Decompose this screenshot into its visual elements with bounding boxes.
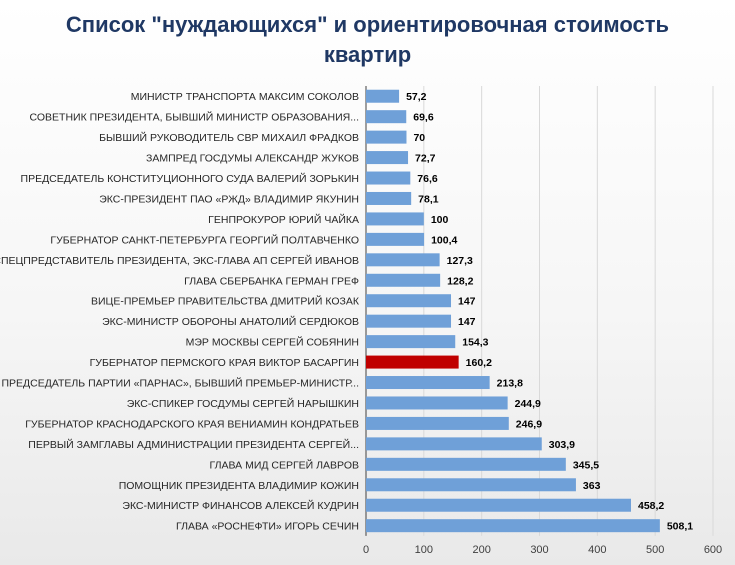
bar xyxy=(366,335,456,349)
category-label: ГЛАВА СБЕРБАНКА ГЕРМАН ГРЕФ xyxy=(184,275,359,287)
data-label: 154,3 xyxy=(462,337,488,349)
bar xyxy=(366,314,452,328)
data-label: 363 xyxy=(583,480,601,492)
category-label: МИНИСТР ТРАНСПОРТА МАКСИМ СОКОЛОВ xyxy=(131,91,359,103)
bar xyxy=(366,253,440,267)
category-label: ЭКС-МИНИСТР ФИНАНСОВ АЛЕКСЕЙ КУДРИН xyxy=(122,499,359,512)
bar xyxy=(366,396,508,410)
bar xyxy=(366,478,576,492)
bar xyxy=(366,416,509,430)
data-label: 244,9 xyxy=(515,398,541,410)
bar xyxy=(366,519,660,533)
category-label: ЭКС-МИНИСТР ОБОРОНЫ АНАТОЛИЙ СЕРДЮКОВ xyxy=(102,315,359,328)
category-label: СПЕЦПРЕДСТАВИТЕЛЬ ПРЕЗИДЕНТА, ЭКС-ГЛАВА … xyxy=(0,254,359,267)
bar xyxy=(366,232,425,246)
x-tick-label: 500 xyxy=(646,544,664,556)
data-label: 57,2 xyxy=(406,91,427,103)
data-label: 100,4 xyxy=(431,234,457,246)
data-label: 303,9 xyxy=(549,439,575,451)
category-label: ПЕРВЫЙ ЗАМГЛАВЫ АДМИНИСТРАЦИИ ПРЕЗИДЕНТА… xyxy=(28,438,359,451)
data-label: 128,2 xyxy=(447,275,473,287)
category-label: ЗАМПРЕД ГОСДУМЫ АЛЕКСАНДР ЖУКОВ xyxy=(146,153,359,165)
data-label: 345,5 xyxy=(573,459,599,471)
bar xyxy=(366,294,452,308)
bar xyxy=(366,89,400,103)
bar xyxy=(366,212,424,226)
data-label: 160,2 xyxy=(466,357,492,369)
data-label: 147 xyxy=(458,296,476,308)
category-label: МЭР МОСКВЫ СЕРГЕЙ СОБЯНИН xyxy=(186,336,359,349)
category-label: ГЕНПРОКУРОР ЮРИЙ ЧАЙКА xyxy=(208,213,359,226)
chart-title-line-1: Список "нуждающихся" и ориентировочная с… xyxy=(65,12,670,37)
bar xyxy=(366,457,566,471)
x-tick-label: 100 xyxy=(415,544,433,556)
data-label: 127,3 xyxy=(447,255,473,267)
category-label: СОВЕТНИК ПРЕЗИДЕНТА, БЫВШИЙ МИНИСТР ОБРА… xyxy=(30,111,360,124)
data-label: 70 xyxy=(413,132,425,144)
category-label: ГУБЕРНАТОР КРАСНОДАРСКОГО КРАЯ ВЕНИАМИН … xyxy=(25,418,359,430)
category-label: ПРЕДСЕДАТЕЛЬ КОНСТИТУЦИОННОГО СУДА ВАЛЕР… xyxy=(21,172,359,185)
category-label: ГУБЕРНАТОР САНКТ-ПЕТЕРБУРГА ГЕОРГИЙ ПОЛТ… xyxy=(50,233,359,246)
data-label: 246,9 xyxy=(516,418,542,430)
bar xyxy=(366,498,631,512)
category-label: ГЛАВА «РОСНЕФТИ» ИГОРЬ СЕЧИН xyxy=(176,521,359,533)
category-label: ЭКС-СПИКЕР ГОСДУМЫ СЕРГЕЙ НАРЫШКИН xyxy=(127,397,359,410)
bar xyxy=(366,110,407,124)
category-label: ВИЦЕ-ПРЕМЬЕР ПРАВИТЕЛЬСТВА ДМИТРИЙ КОЗАК xyxy=(91,295,360,308)
category-label: ЭКС-ПРЕЗИДЕНТ ПАО «РЖД» ВЛАДИМИР ЯКУНИН xyxy=(99,193,359,205)
category-label: ПРЕДСЕДАТЕЛЬ ПАРТИИ «ПАРНАС», БЫВШИЙ ПРЕ… xyxy=(1,377,359,390)
x-tick-label: 300 xyxy=(530,544,548,556)
bar xyxy=(366,376,490,390)
data-label: 78,1 xyxy=(418,193,439,205)
bar xyxy=(366,273,441,287)
chart-title: Список "нуждающихся" и ориентировочная с… xyxy=(0,10,735,70)
chart-title-line-2: квартир xyxy=(323,42,412,67)
data-label: 508,1 xyxy=(667,521,693,533)
bar xyxy=(366,171,411,185)
bar xyxy=(366,437,542,451)
category-label: ГУБЕРНАТОР ПЕРМСКОГО КРАЯ ВИКТОР БАСАРГИ… xyxy=(90,357,359,369)
x-tick-label: 600 xyxy=(704,544,722,556)
data-label: 72,7 xyxy=(415,153,436,165)
bar xyxy=(366,151,409,165)
x-tick-label: 0 xyxy=(363,544,369,556)
data-label: 69,6 xyxy=(413,112,434,124)
data-label: 213,8 xyxy=(497,378,523,390)
bar xyxy=(366,130,407,144)
data-label: 458,2 xyxy=(638,500,664,512)
bar xyxy=(366,191,412,205)
data-label: 100 xyxy=(431,214,449,226)
x-tick-label: 400 xyxy=(588,544,606,556)
data-label: 147 xyxy=(458,316,476,328)
x-tick-label: 200 xyxy=(472,544,490,556)
category-label: ПОМОЩНИК ПРЕЗИДЕНТА ВЛАДИМИР КОЖИН xyxy=(119,480,359,492)
category-label: ГЛАВА МИД СЕРГЕЙ ЛАВРОВ xyxy=(210,458,359,471)
bar xyxy=(366,355,459,369)
data-label: 76,6 xyxy=(417,173,438,185)
category-label: БЫВШИЙ РУКОВОДИТЕЛЬ СВР МИХАИЛ ФРАДКОВ xyxy=(99,131,359,144)
